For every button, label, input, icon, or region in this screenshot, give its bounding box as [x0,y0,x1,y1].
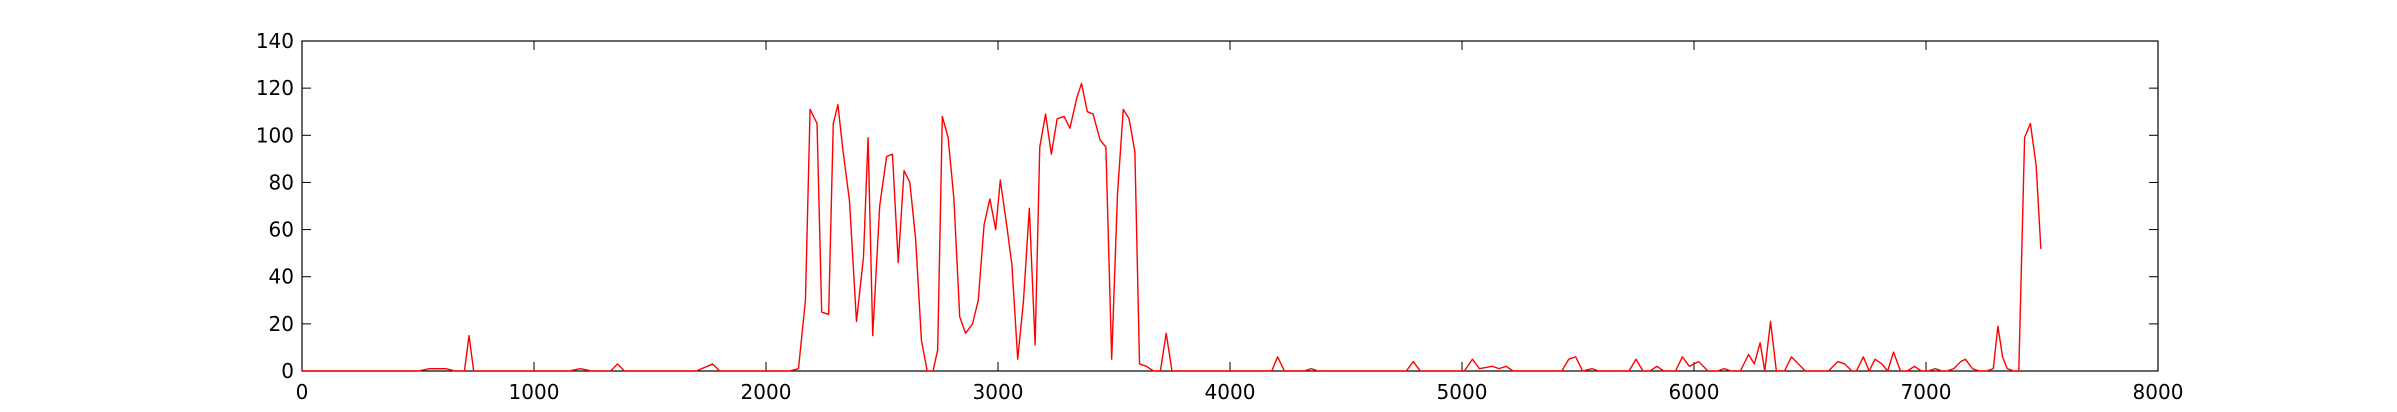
x-tick-label: 2000 [741,380,792,404]
x-tick-label: 5000 [1437,380,1488,404]
x-tick-label: 1000 [509,380,560,404]
y-tick-label: 40 [269,265,294,289]
y-tick-label: 20 [269,312,294,336]
y-tick-label: 80 [269,170,294,194]
y-tick-label: 60 [269,218,294,242]
y-tick-label: 0 [281,359,294,383]
y-tick-label: 120 [256,76,294,100]
x-tick-label: 6000 [1669,380,1720,404]
x-tick-label: 0 [296,380,309,404]
x-tick-label: 8000 [2133,380,2184,404]
x-tick-label: 7000 [1901,380,1952,404]
y-tick-label: 100 [256,123,294,147]
x-tick-label: 3000 [973,380,1024,404]
x-tick-label: 4000 [1205,380,1256,404]
series-line [301,82,2042,372]
y-tick-label: 140 [256,29,294,53]
plot-area [301,40,2159,372]
